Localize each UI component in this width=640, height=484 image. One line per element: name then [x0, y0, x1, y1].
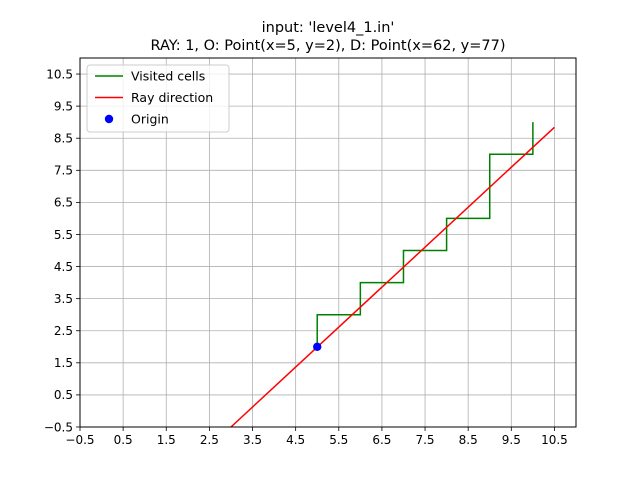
- y-tick-label-9: 8.5: [54, 132, 73, 146]
- y-tick-label-1: 0.5: [54, 388, 73, 402]
- y-tick-label-3: 2.5: [54, 324, 73, 338]
- y-tick-label-7: 6.5: [54, 196, 73, 210]
- legend-label-origin: Origin: [131, 112, 169, 127]
- x-tick-label-0: −0.5: [65, 433, 94, 447]
- y-tick-label-11: 10.5: [46, 67, 73, 81]
- x-axis-ticks: −0.5 0.5 1.5 2.5 3.5 4.5 5.5 6.5 7.5 8.5 9.5 10.5: [65, 427, 568, 447]
- legend-box: [86, 64, 230, 133]
- y-tick-label-0: −0.5: [44, 420, 73, 434]
- x-tick-label-4: 3.5: [243, 433, 262, 447]
- y-tick-label-5: 4.5: [54, 260, 73, 274]
- x-tick-label-2: 1.5: [157, 433, 176, 447]
- chart-title-line1: input: 'level4_1.in': [262, 20, 395, 36]
- x-tick-label-8: 7.5: [415, 433, 434, 447]
- legend-label-visited-cells: Visited cells: [131, 69, 205, 84]
- legend: Visited cells Ray direction Origin: [86, 64, 230, 133]
- legend-label-ray-direction: Ray direction: [131, 90, 213, 105]
- y-tick-label-8: 7.5: [54, 164, 73, 178]
- x-tick-label-11: 10.5: [541, 433, 568, 447]
- y-tick-label-6: 5.5: [54, 228, 73, 242]
- y-tick-label-2: 1.5: [54, 356, 73, 370]
- x-tick-label-5: 4.5: [286, 433, 305, 447]
- x-tick-label-10: 9.5: [502, 433, 521, 447]
- legend-swatch-origin: [104, 114, 114, 124]
- series-line-ray-direction: [230, 126, 555, 427]
- x-tick-label-9: 8.5: [459, 433, 478, 447]
- x-tick-label-7: 6.5: [372, 433, 391, 447]
- y-tick-label-4: 3.5: [54, 292, 73, 306]
- x-tick-label-6: 5.5: [329, 433, 348, 447]
- plot-series-group: [230, 122, 555, 427]
- plot-area: [230, 122, 555, 427]
- axes-frame: [79, 57, 577, 428]
- x-tick-label-1: 0.5: [114, 433, 133, 447]
- origin-point-marker: [313, 342, 322, 351]
- chart-title-line2: RAY: 1, O: Point(x=5, y=2), D: Point(x=6…: [150, 38, 505, 54]
- y-axis-ticks: −0.5 0.5 1.5 2.5 3.5 4.5 5.5 6.5 7.5 8.5 9.5 10.5: [44, 67, 80, 434]
- y-tick-label-10: 9.5: [54, 99, 73, 113]
- x-tick-label-3: 2.5: [200, 433, 219, 447]
